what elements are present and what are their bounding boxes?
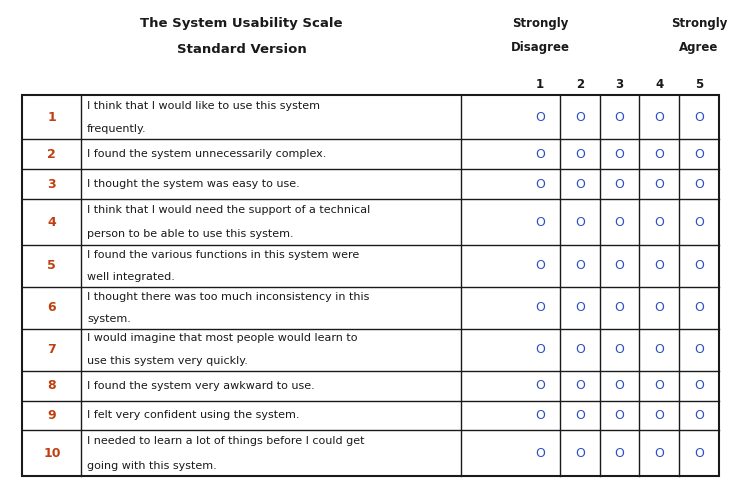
Text: O: O bbox=[654, 178, 664, 191]
Text: 6: 6 bbox=[47, 301, 56, 314]
Text: O: O bbox=[654, 301, 664, 314]
Text: O: O bbox=[575, 178, 585, 191]
Text: 10: 10 bbox=[43, 447, 61, 460]
Text: O: O bbox=[614, 216, 625, 229]
Text: 4: 4 bbox=[47, 216, 56, 229]
Text: 2: 2 bbox=[576, 78, 584, 90]
Text: O: O bbox=[654, 216, 664, 229]
Text: person to be able to use this system.: person to be able to use this system. bbox=[87, 229, 293, 240]
Text: 5: 5 bbox=[695, 78, 703, 90]
Text: Agree: Agree bbox=[679, 41, 719, 54]
Text: O: O bbox=[654, 379, 664, 392]
Text: O: O bbox=[575, 379, 585, 392]
Text: O: O bbox=[694, 259, 704, 273]
Text: system.: system. bbox=[87, 314, 131, 324]
Text: O: O bbox=[535, 148, 545, 161]
Text: O: O bbox=[654, 409, 664, 422]
Text: O: O bbox=[575, 148, 585, 161]
Bar bbox=[22, 96, 719, 476]
Text: 4: 4 bbox=[655, 78, 663, 90]
Text: O: O bbox=[694, 343, 704, 356]
Text: 9: 9 bbox=[47, 409, 56, 422]
Text: O: O bbox=[614, 148, 625, 161]
Text: Disagree: Disagree bbox=[511, 41, 570, 54]
Text: I thought there was too much inconsistency in this: I thought there was too much inconsisten… bbox=[87, 292, 369, 301]
Text: 8: 8 bbox=[47, 379, 56, 392]
Text: O: O bbox=[694, 178, 704, 191]
Text: O: O bbox=[535, 178, 545, 191]
Text: frequently.: frequently. bbox=[87, 124, 147, 134]
Text: O: O bbox=[575, 111, 585, 124]
Text: Strongly: Strongly bbox=[671, 17, 727, 30]
Text: 1: 1 bbox=[47, 111, 56, 124]
Text: O: O bbox=[535, 111, 545, 124]
Text: O: O bbox=[575, 409, 585, 422]
Text: O: O bbox=[575, 259, 585, 273]
Text: 2: 2 bbox=[47, 148, 56, 161]
Text: O: O bbox=[535, 301, 545, 314]
Text: 7: 7 bbox=[47, 343, 56, 356]
Text: O: O bbox=[535, 379, 545, 392]
Text: O: O bbox=[694, 111, 704, 124]
Text: O: O bbox=[694, 301, 704, 314]
Text: O: O bbox=[694, 216, 704, 229]
Text: O: O bbox=[535, 259, 545, 273]
Text: O: O bbox=[694, 447, 704, 460]
Text: Strongly: Strongly bbox=[512, 17, 568, 30]
Text: O: O bbox=[614, 343, 625, 356]
Text: O: O bbox=[614, 301, 625, 314]
Text: I found the system very awkward to use.: I found the system very awkward to use. bbox=[87, 381, 315, 390]
Text: O: O bbox=[614, 259, 625, 273]
Text: O: O bbox=[614, 178, 625, 191]
Text: O: O bbox=[535, 447, 545, 460]
Text: O: O bbox=[575, 343, 585, 356]
Text: 3: 3 bbox=[616, 78, 624, 90]
Text: O: O bbox=[654, 447, 664, 460]
Text: O: O bbox=[654, 343, 664, 356]
Text: O: O bbox=[535, 409, 545, 422]
Text: O: O bbox=[654, 259, 664, 273]
Text: O: O bbox=[535, 216, 545, 229]
Text: O: O bbox=[654, 148, 664, 161]
Text: I needed to learn a lot of things before I could get: I needed to learn a lot of things before… bbox=[87, 436, 365, 446]
Text: O: O bbox=[694, 379, 704, 392]
Text: well integrated.: well integrated. bbox=[87, 272, 175, 282]
Text: O: O bbox=[654, 111, 664, 124]
Text: The System Usability Scale: The System Usability Scale bbox=[140, 17, 343, 30]
Text: O: O bbox=[614, 111, 625, 124]
Text: 3: 3 bbox=[47, 178, 56, 191]
Text: I found the various functions in this system were: I found the various functions in this sy… bbox=[87, 249, 359, 260]
Text: I would imagine that most people would learn to: I would imagine that most people would l… bbox=[87, 333, 357, 343]
Text: O: O bbox=[614, 447, 625, 460]
Text: O: O bbox=[575, 216, 585, 229]
Text: I thought the system was easy to use.: I thought the system was easy to use. bbox=[87, 179, 300, 189]
Text: O: O bbox=[614, 379, 625, 392]
Text: O: O bbox=[535, 343, 545, 356]
Text: O: O bbox=[575, 301, 585, 314]
Text: 1: 1 bbox=[536, 78, 544, 90]
Text: I felt very confident using the system.: I felt very confident using the system. bbox=[87, 410, 299, 420]
Text: O: O bbox=[694, 148, 704, 161]
Text: 5: 5 bbox=[47, 259, 56, 273]
Text: I think that I would need the support of a technical: I think that I would need the support of… bbox=[87, 205, 370, 215]
Text: Standard Version: Standard Version bbox=[177, 43, 307, 55]
Text: I found the system unnecessarily complex.: I found the system unnecessarily complex… bbox=[87, 149, 326, 159]
Text: going with this system.: going with this system. bbox=[87, 461, 217, 471]
Text: O: O bbox=[694, 409, 704, 422]
Text: O: O bbox=[614, 409, 625, 422]
Text: use this system very quickly.: use this system very quickly. bbox=[87, 356, 248, 366]
Text: O: O bbox=[575, 447, 585, 460]
Text: I think that I would like to use this system: I think that I would like to use this sy… bbox=[87, 101, 320, 110]
